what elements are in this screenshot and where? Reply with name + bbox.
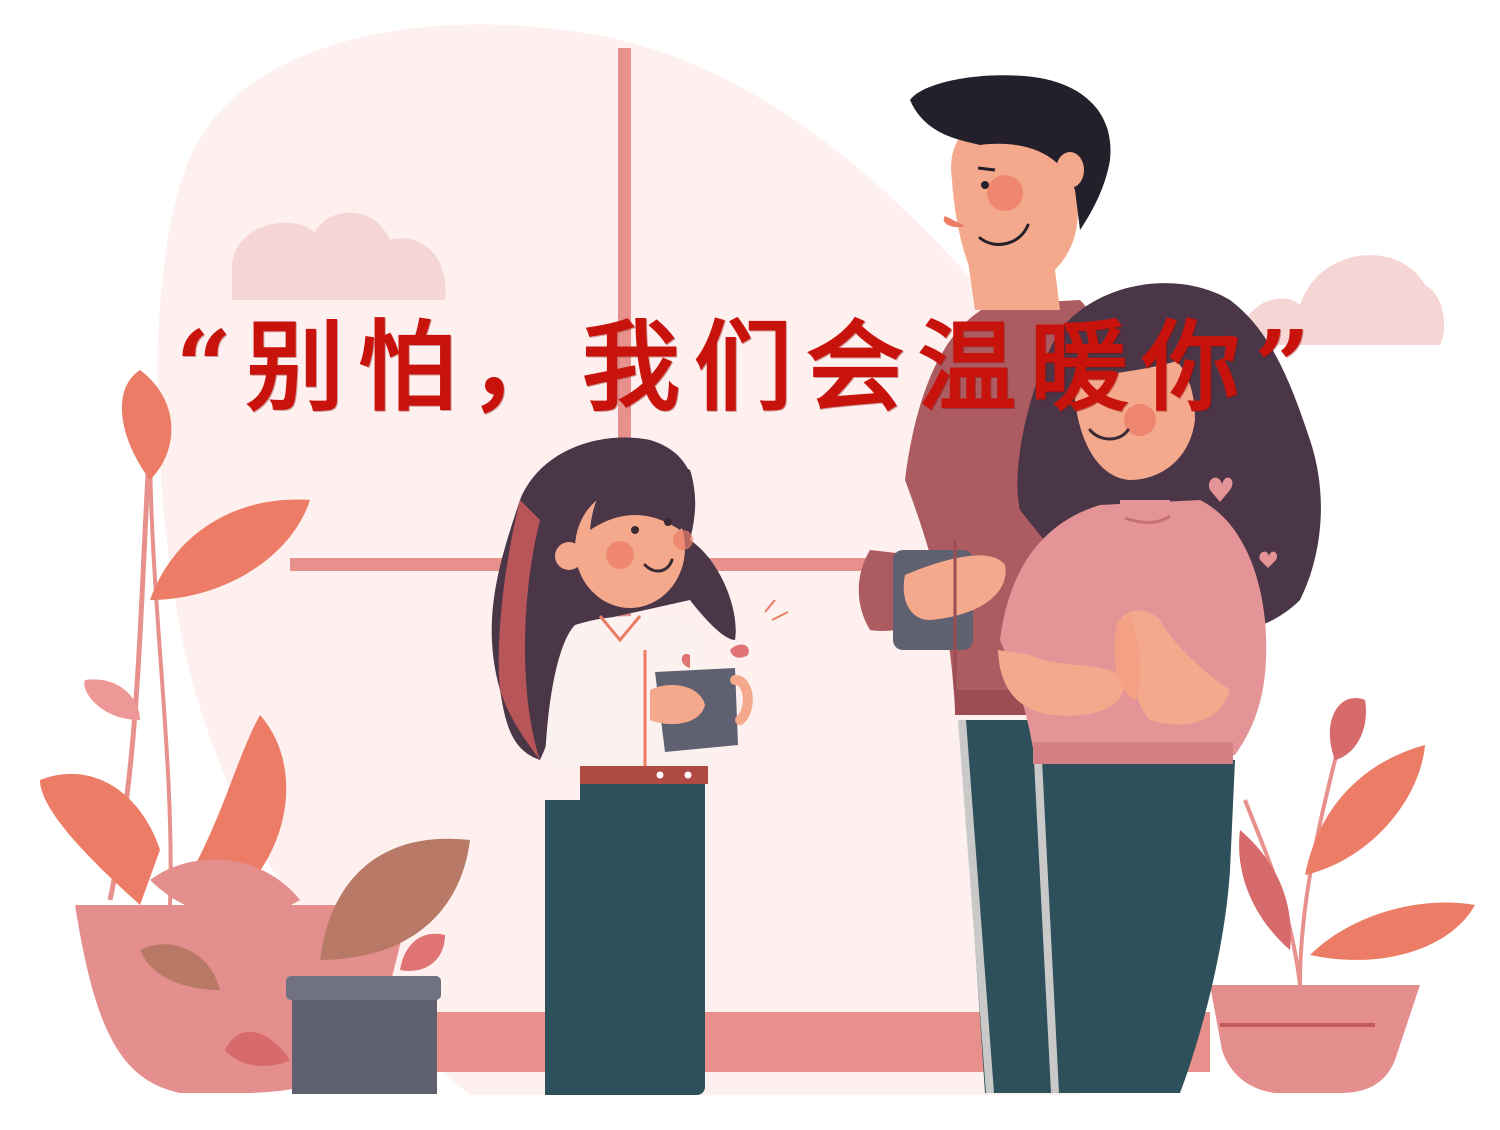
cloud-left <box>232 212 446 300</box>
headline-text: “别怕，我们会温暖你” <box>175 310 1325 425</box>
brown-leaf-small <box>140 944 220 990</box>
right-plant <box>1210 698 1475 1093</box>
pink-leaf-right <box>400 933 445 971</box>
dark-pot <box>286 976 441 1094</box>
woman-figure <box>998 283 1321 1094</box>
left-planter-leaf <box>150 859 300 918</box>
cloud-right <box>1240 255 1445 345</box>
brown-leaf <box>320 838 470 960</box>
pink-leaf-bottom <box>225 1031 290 1066</box>
left-plant <box>40 370 310 906</box>
girl-figure <box>491 437 789 1095</box>
